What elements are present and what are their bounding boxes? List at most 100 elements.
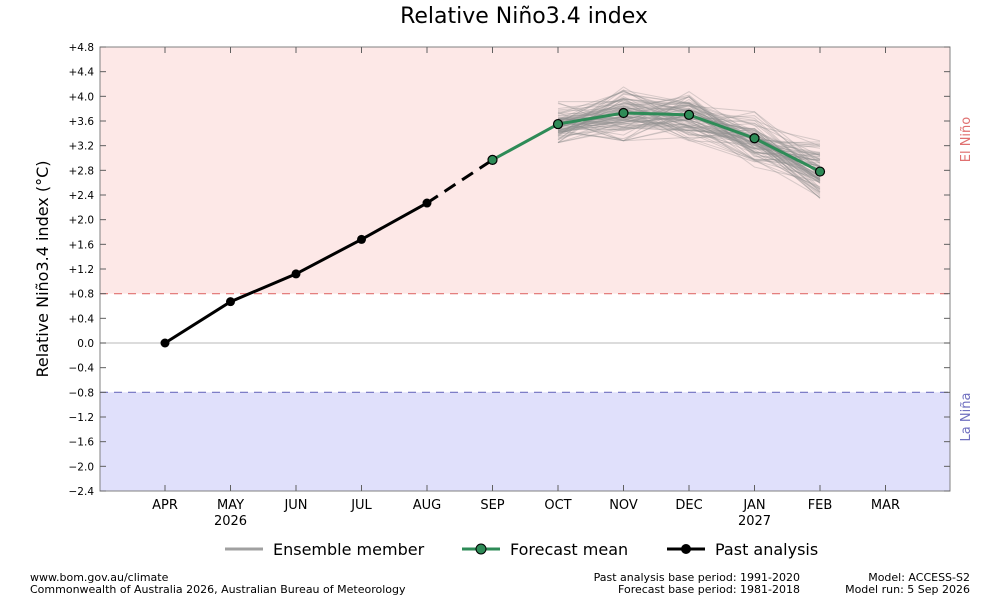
x-tick-label: JUL	[350, 498, 372, 513]
legend-forecast-label: Forecast mean	[510, 539, 629, 559]
footer-right: Model: ACCESS-S2 Model run: 5 Sep 2026	[845, 572, 970, 596]
legend-ensemble-label: Ensemble member	[273, 539, 425, 559]
ensemble-member-line	[557, 90, 821, 184]
ensemble-member-line	[557, 105, 821, 162]
ensemble-member-line	[557, 105, 821, 164]
footer-mid: Past analysis base period: 1991-2020 For…	[594, 572, 800, 596]
ensemble-member-line	[557, 118, 821, 180]
ensemble-member-line	[557, 102, 821, 161]
ensemble-member-line	[557, 98, 821, 191]
x-tick-label: MAR	[871, 498, 900, 513]
ensemble-member-line	[557, 119, 821, 168]
y-tick-label: +1.2	[69, 264, 95, 276]
ensemble-member-line	[557, 96, 821, 149]
forecast-mean-point	[618, 107, 629, 119]
chart-title: Relative Niño3.4 index	[400, 4, 648, 29]
y-tick-label: +0.4	[69, 313, 95, 325]
legend-forecast-swatch	[462, 543, 500, 555]
x-tick-label: MAY	[217, 498, 244, 513]
footer-past-base: Past analysis base period: 1991-2020	[593, 571, 800, 584]
ensemble-member-line	[557, 89, 821, 176]
forecast-mean-line	[491, 111, 821, 173]
ensemble-member-line	[557, 119, 821, 162]
footer-website: www.bom.gov.au/climate	[30, 571, 169, 584]
la-nina-label: La Niña	[959, 393, 974, 442]
footer-copyright: Commonwealth of Australia 2026, Australi…	[30, 583, 406, 596]
y-tick-label: +1.6	[69, 239, 95, 251]
chart-title-wrap: Relative Niño3.4 index	[0, 4, 1000, 29]
y-tick-label: −2.0	[69, 461, 95, 473]
y-tick-label: −1.2	[69, 412, 95, 424]
ensemble-member-line	[557, 115, 821, 193]
ensemble-member-line	[557, 105, 821, 166]
y-tick-label: +4.8	[69, 42, 95, 54]
ensemble-member-line	[557, 98, 821, 160]
ensemble-member-line	[557, 92, 821, 142]
x-tick-label: AUG	[413, 498, 441, 513]
el-nino-label: El Niño	[959, 117, 974, 163]
y-tick-label: 0.0	[77, 338, 94, 350]
nino34-chart: +4.8 +4.4 +4.0 +3.6 +3.2 +2.8 +2.4 +2.0 +1.6 +1.2…	[33, 42, 974, 529]
ensemble-member-line	[557, 89, 821, 167]
y-tick-label: +3.2	[69, 141, 95, 153]
ensemble-member-line	[557, 99, 821, 177]
ensemble-member-line	[557, 107, 821, 149]
ensemble-member-line	[557, 118, 821, 199]
ensemble-member-line	[557, 86, 821, 172]
forecast-mean-point	[749, 133, 760, 144]
past-analysis-point	[422, 198, 432, 208]
ensemble-member-line	[557, 103, 821, 164]
x-tick-label: OCT	[544, 498, 571, 513]
y-tick-label: +2.8	[69, 165, 95, 177]
y-axis-label: Relative Niño3.4 index (°C)	[33, 161, 52, 378]
y-tick-label: −1.6	[69, 437, 95, 449]
footer-model-run: Model run: 5 Sep 2026	[845, 583, 970, 596]
ensemble-member-line	[557, 115, 821, 144]
ensemble-member-line	[557, 98, 821, 183]
ensemble-member-line	[557, 104, 821, 181]
legend-past-swatch	[667, 544, 705, 554]
ensemble-member-line	[557, 118, 821, 168]
ensemble-member-line	[557, 95, 821, 167]
past-forecast-link	[426, 158, 494, 205]
ensemble-member-line	[557, 105, 821, 169]
footer-left: www.bom.gov.au/climate Commonwealth of A…	[30, 572, 405, 596]
ensemble-member-line	[557, 107, 821, 184]
ensemble-member-line	[557, 102, 821, 178]
ensemble-member-line	[557, 105, 821, 164]
legend-ensemble: Ensemble member	[225, 537, 424, 561]
ensemble-member-line	[557, 101, 821, 189]
legend-past-label: Past analysis	[715, 539, 819, 559]
y-tick-label: +2.4	[69, 190, 95, 202]
x-year-label: 2026	[214, 514, 247, 529]
ensemble-member-line	[557, 122, 821, 181]
ensemble-member-line	[557, 107, 821, 172]
x-tick-label: SEP	[480, 498, 504, 513]
x-year-label: 2027	[738, 514, 771, 529]
la-nina-region	[100, 392, 950, 491]
ensemble-member-line	[557, 91, 821, 171]
y-tick-label: +3.6	[69, 116, 95, 128]
y-tick-label: −2.4	[69, 486, 95, 498]
past-analysis-point	[226, 297, 235, 307]
ensemble-member-line	[557, 108, 821, 195]
x-tick-label: JUN	[283, 498, 307, 513]
ensemble-member-line	[557, 98, 821, 156]
ensemble-member-line	[557, 99, 821, 198]
x-tick-label: FEB	[808, 498, 833, 513]
ensemble-member-line	[557, 103, 821, 161]
x-tick-label: JAN	[742, 498, 765, 513]
ensemble-member-line	[557, 112, 821, 157]
forecast-mean-point	[814, 166, 826, 177]
forecast-mean-point	[487, 154, 498, 165]
y-tick-label: +4.4	[69, 67, 95, 79]
past-analysis-point	[357, 234, 366, 244]
legend-forecast: Forecast mean	[462, 537, 628, 561]
past-analysis-point	[160, 338, 170, 348]
x-tick-label: DEC	[675, 498, 702, 513]
y-tick-label: +0.8	[69, 289, 95, 301]
y-tick-label: +4.0	[69, 91, 95, 103]
legend-past: Past analysis	[667, 537, 818, 561]
el-nino-region	[100, 47, 950, 294]
forecast-mean-point	[683, 109, 695, 120]
